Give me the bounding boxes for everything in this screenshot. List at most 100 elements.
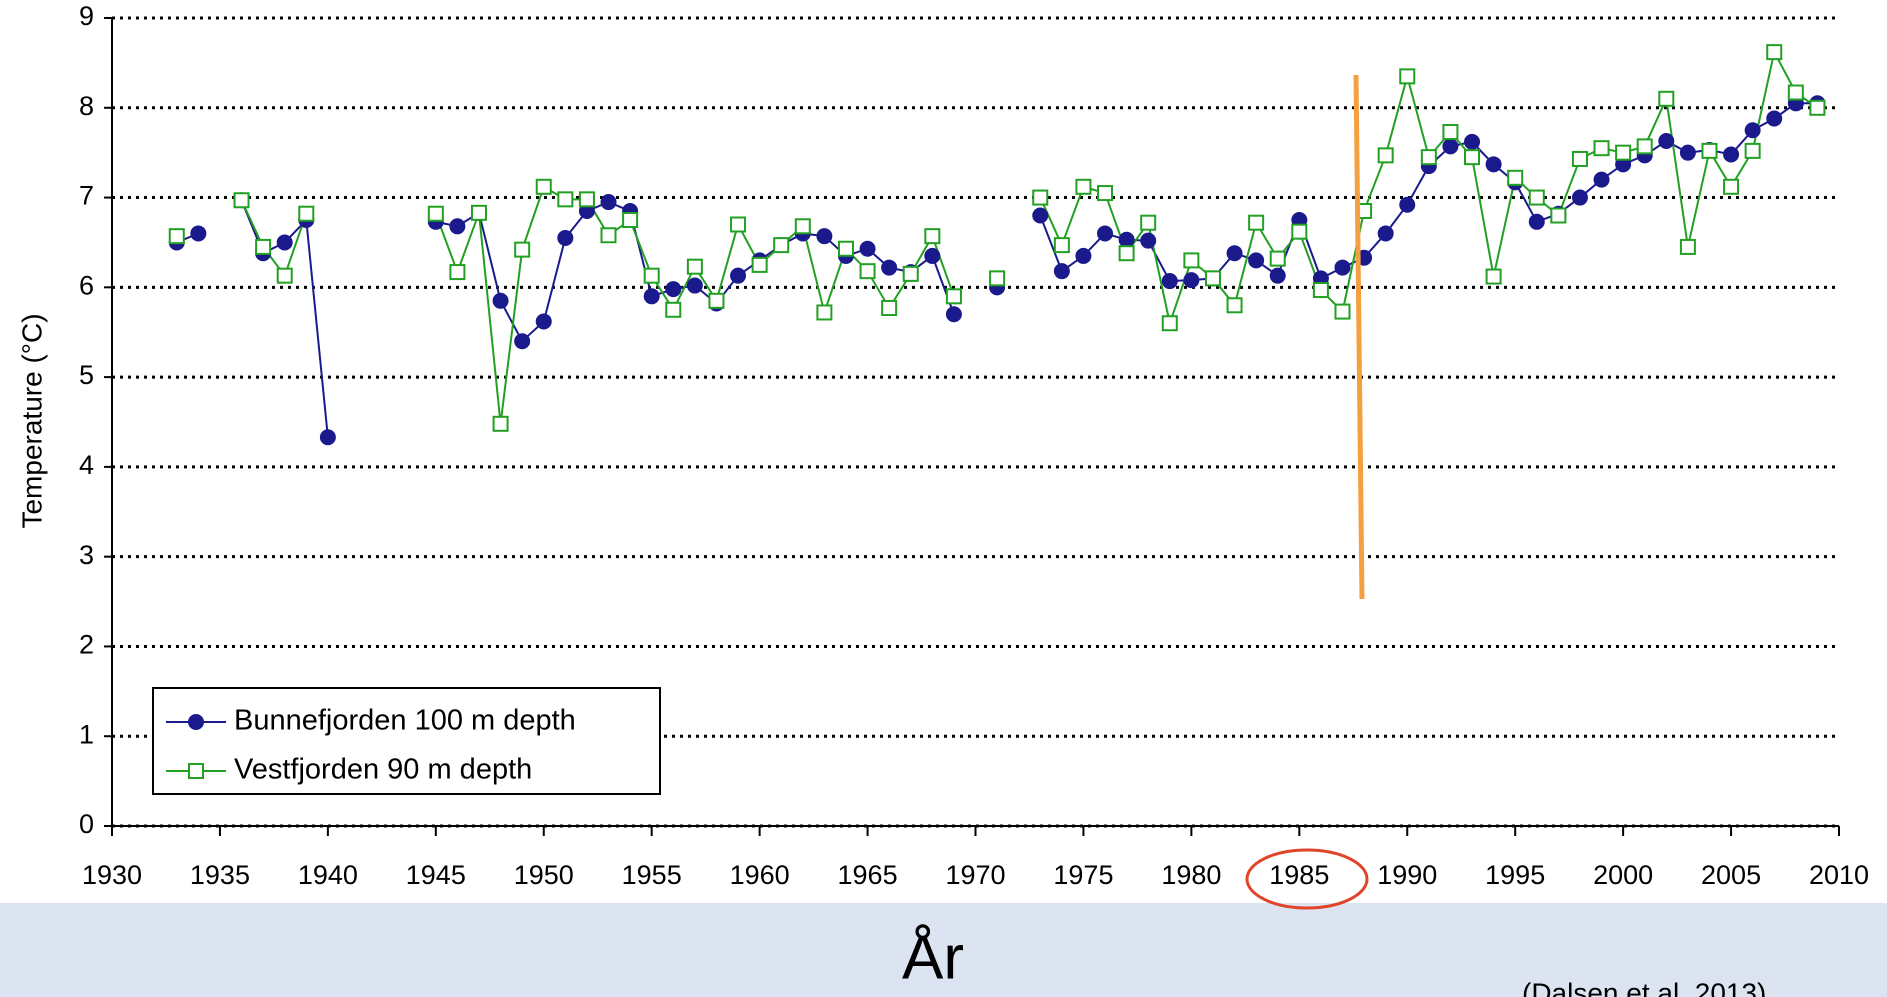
point bbox=[794, 218, 811, 235]
point bbox=[1507, 169, 1524, 186]
point bbox=[600, 194, 617, 211]
point bbox=[449, 218, 466, 235]
point bbox=[1485, 156, 1502, 173]
point bbox=[622, 212, 639, 228]
point bbox=[1053, 263, 1070, 280]
legend-box bbox=[152, 687, 661, 795]
x-tick-label: 1995 bbox=[1485, 860, 1545, 890]
point bbox=[1809, 99, 1826, 116]
x-axis-label: År bbox=[902, 923, 964, 992]
legend-label: Vestfjorden 90 m depth bbox=[234, 754, 532, 786]
x-tick-label: 1935 bbox=[190, 860, 250, 890]
point bbox=[1075, 247, 1092, 264]
plot-area: 0 1 2 3 4 5 6 7 8 9 1930 1935 1940 1945 1950 1955 1960 19… bbox=[79, 1, 1869, 890]
point bbox=[730, 216, 747, 233]
point bbox=[1269, 250, 1286, 267]
point bbox=[1766, 44, 1783, 61]
legend-marker bbox=[188, 714, 204, 730]
point bbox=[1420, 149, 1437, 166]
point bbox=[1528, 189, 1545, 206]
point bbox=[449, 264, 466, 281]
point bbox=[1550, 207, 1567, 224]
point bbox=[1593, 140, 1610, 157]
point bbox=[1183, 272, 1200, 289]
y-tick-label: 9 bbox=[79, 1, 94, 31]
point bbox=[1140, 214, 1157, 231]
source-note: (Dalsen et al. 2013) bbox=[1522, 977, 1766, 997]
point bbox=[665, 301, 682, 318]
x-tick-label: 1940 bbox=[298, 860, 358, 890]
point bbox=[837, 240, 854, 257]
point bbox=[1053, 237, 1070, 254]
y-tick-label: 7 bbox=[79, 181, 94, 211]
series-line bbox=[176, 102, 1818, 438]
point bbox=[168, 228, 185, 245]
point bbox=[557, 191, 574, 208]
y-tick-label: 2 bbox=[79, 630, 94, 660]
point bbox=[1226, 297, 1243, 314]
point bbox=[298, 205, 315, 222]
point bbox=[1399, 68, 1416, 85]
legend: Bunnefjorden 100 m depth Vestfjorden 90 m… bbox=[152, 687, 661, 795]
point bbox=[255, 238, 272, 255]
point bbox=[1377, 147, 1394, 164]
point bbox=[989, 270, 1006, 287]
point bbox=[902, 265, 919, 282]
highlight-line bbox=[1353, 74, 1365, 600]
point bbox=[1226, 245, 1243, 262]
point bbox=[924, 247, 941, 264]
x-tick-label: 1930 bbox=[82, 860, 142, 890]
point bbox=[1787, 84, 1804, 101]
y-tick-label: 1 bbox=[79, 719, 94, 749]
point bbox=[1528, 213, 1545, 230]
point bbox=[492, 292, 509, 309]
y-tick-label: 0 bbox=[79, 809, 94, 839]
point bbox=[1442, 124, 1459, 141]
x-tick-label: 2000 bbox=[1593, 860, 1653, 890]
x-tick-label: 1970 bbox=[945, 860, 1005, 890]
x-tick-label: 1975 bbox=[1053, 860, 1113, 890]
x-tick-label: 1960 bbox=[730, 860, 790, 890]
point bbox=[470, 204, 487, 221]
x-tick-label: 2005 bbox=[1701, 860, 1761, 890]
x-tick-label: 1965 bbox=[838, 860, 898, 890]
point bbox=[190, 225, 207, 242]
point bbox=[276, 267, 293, 284]
point bbox=[427, 205, 444, 222]
point bbox=[751, 256, 768, 273]
point bbox=[1593, 171, 1610, 188]
point bbox=[1269, 267, 1286, 284]
point bbox=[773, 237, 790, 254]
point bbox=[1658, 132, 1675, 149]
x-tick-label: 1980 bbox=[1161, 860, 1221, 890]
point bbox=[730, 267, 747, 284]
point bbox=[1032, 207, 1049, 224]
point bbox=[276, 234, 293, 251]
point bbox=[1097, 225, 1114, 242]
point bbox=[1615, 144, 1632, 161]
point bbox=[1679, 238, 1696, 255]
point bbox=[1161, 273, 1178, 290]
point bbox=[816, 228, 833, 245]
x-tick-label: 1990 bbox=[1377, 860, 1437, 890]
x-tick-label: 2010 bbox=[1809, 860, 1869, 890]
series-line bbox=[240, 49, 1818, 424]
point bbox=[1766, 110, 1783, 127]
y-tick-label: 8 bbox=[79, 91, 94, 121]
point bbox=[1118, 231, 1135, 248]
point bbox=[1312, 282, 1329, 299]
point bbox=[492, 415, 509, 432]
point bbox=[881, 299, 898, 316]
point bbox=[319, 429, 336, 446]
point bbox=[686, 277, 703, 294]
point bbox=[1571, 150, 1588, 167]
point bbox=[1485, 268, 1502, 285]
point bbox=[1291, 223, 1308, 240]
point bbox=[1744, 142, 1761, 159]
x-tick-label: 1985 bbox=[1269, 860, 1329, 890]
point bbox=[1744, 122, 1761, 139]
point bbox=[578, 191, 595, 208]
point bbox=[557, 229, 574, 246]
point bbox=[1658, 90, 1675, 107]
y-axis-label: Temperature (°C) bbox=[16, 313, 47, 528]
